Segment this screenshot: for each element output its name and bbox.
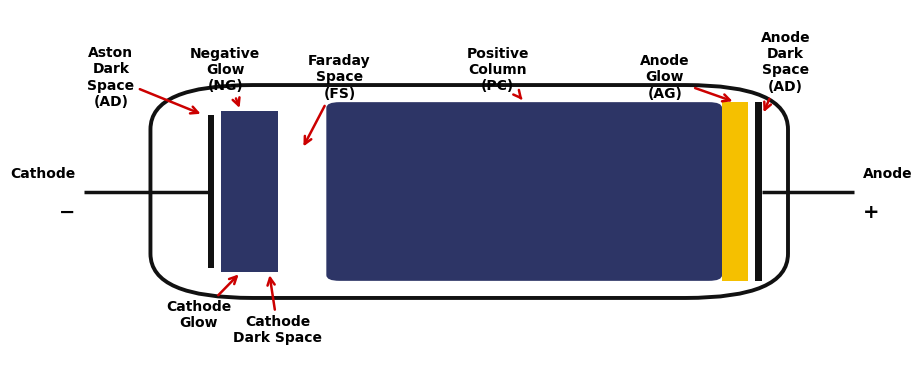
Text: Anode
Dark
Space
(AD): Anode Dark Space (AD) [761, 31, 810, 110]
Text: Cathode
Glow: Cathode Glow [166, 277, 237, 330]
FancyBboxPatch shape [150, 85, 788, 298]
Bar [722, 102, 749, 281]
Text: Aston
Dark
Space
(AD): Aston Dark Space (AD) [88, 46, 198, 113]
Text: Positive
Column
(PC): Positive Column (PC) [467, 47, 529, 98]
Text: Anode: Anode [863, 167, 913, 182]
Text: Cathode: Cathode [10, 167, 76, 182]
Text: Faraday
Space
(FS): Faraday Space (FS) [305, 54, 371, 144]
Bar [755, 102, 762, 281]
Text: Anode
Glow
(AG): Anode Glow (AG) [640, 54, 730, 101]
Bar [207, 115, 214, 268]
Bar [260, 111, 278, 272]
Text: Cathode
Dark Space: Cathode Dark Space [233, 278, 323, 345]
Text: −: − [59, 203, 76, 222]
Bar [220, 111, 260, 272]
Text: Negative
Glow
(NG): Negative Glow (NG) [190, 47, 260, 105]
FancyBboxPatch shape [326, 102, 722, 281]
Text: +: + [863, 203, 880, 222]
